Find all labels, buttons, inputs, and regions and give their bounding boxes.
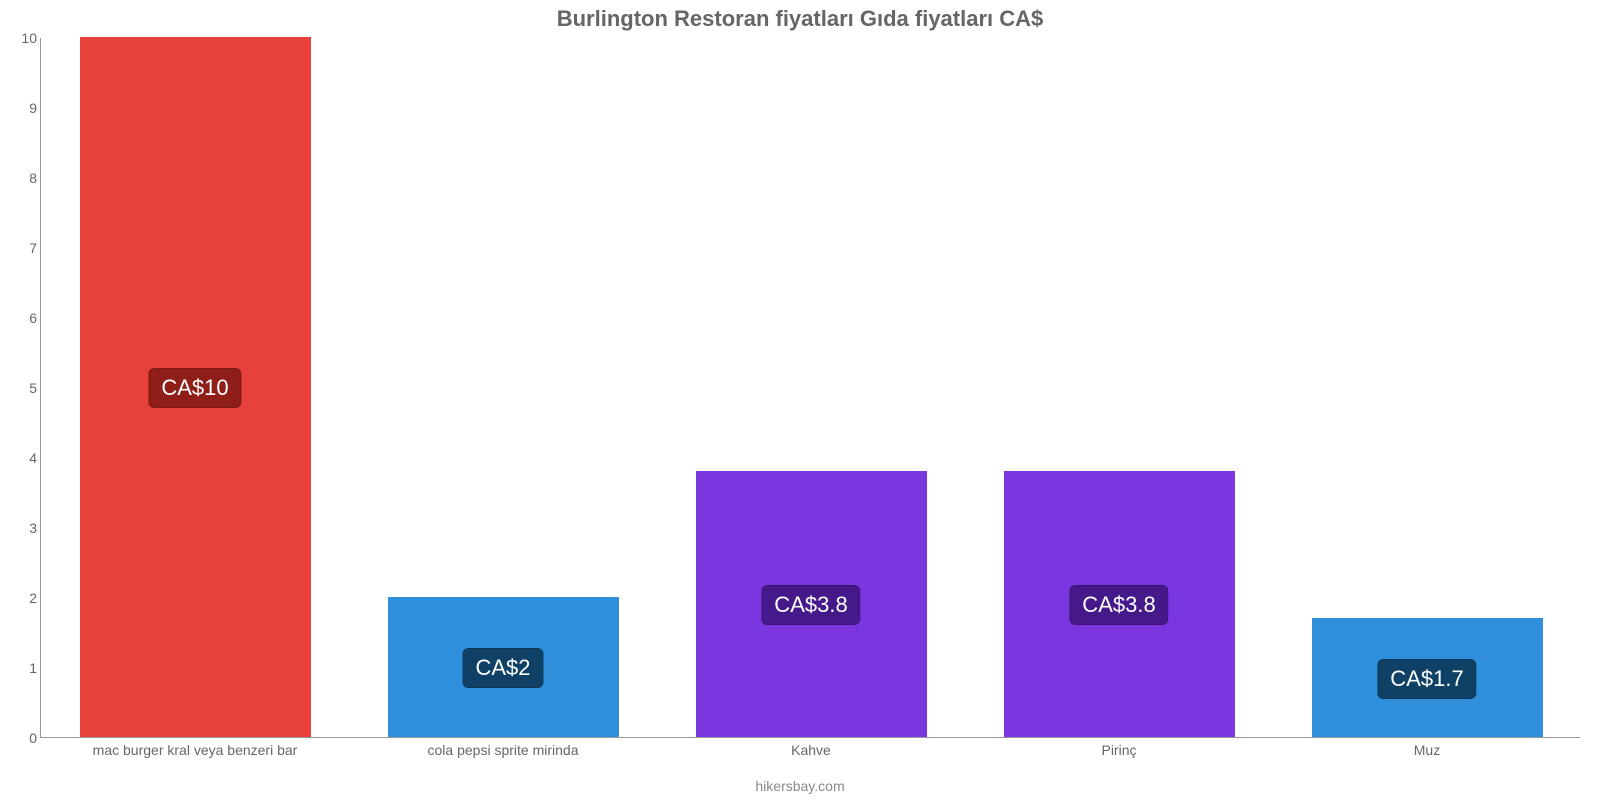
- x-tick: Pirinç: [965, 742, 1273, 758]
- y-tick: 6: [7, 310, 37, 326]
- x-tick: cola pepsi sprite mirinda: [349, 742, 657, 758]
- y-tick: 10: [7, 30, 37, 46]
- y-tick: 0: [7, 730, 37, 746]
- y-tick: 8: [7, 170, 37, 186]
- value-label: CA$2: [462, 648, 543, 688]
- plot-area: 012345678910mac burger kral veya benzeri…: [40, 38, 1580, 738]
- x-tick: Kahve: [657, 742, 965, 758]
- value-label: CA$10: [148, 368, 241, 408]
- y-tick: 3: [7, 520, 37, 536]
- chart-credit: hikersbay.com: [0, 778, 1600, 794]
- bar-chart: Burlington Restoran fiyatları Gıda fiyat…: [0, 0, 1600, 800]
- value-label: CA$1.7: [1377, 659, 1476, 699]
- y-tick: 9: [7, 100, 37, 116]
- y-tick: 4: [7, 450, 37, 466]
- y-tick: 5: [7, 380, 37, 396]
- x-tick: Muz: [1273, 742, 1581, 758]
- value-label: CA$3.8: [1069, 585, 1168, 625]
- x-tick: mac burger kral veya benzeri bar: [41, 742, 349, 758]
- chart-title: Burlington Restoran fiyatları Gıda fiyat…: [0, 6, 1600, 32]
- y-tick: 7: [7, 240, 37, 256]
- value-label: CA$3.8: [761, 585, 860, 625]
- y-tick: 2: [7, 590, 37, 606]
- y-tick: 1: [7, 660, 37, 676]
